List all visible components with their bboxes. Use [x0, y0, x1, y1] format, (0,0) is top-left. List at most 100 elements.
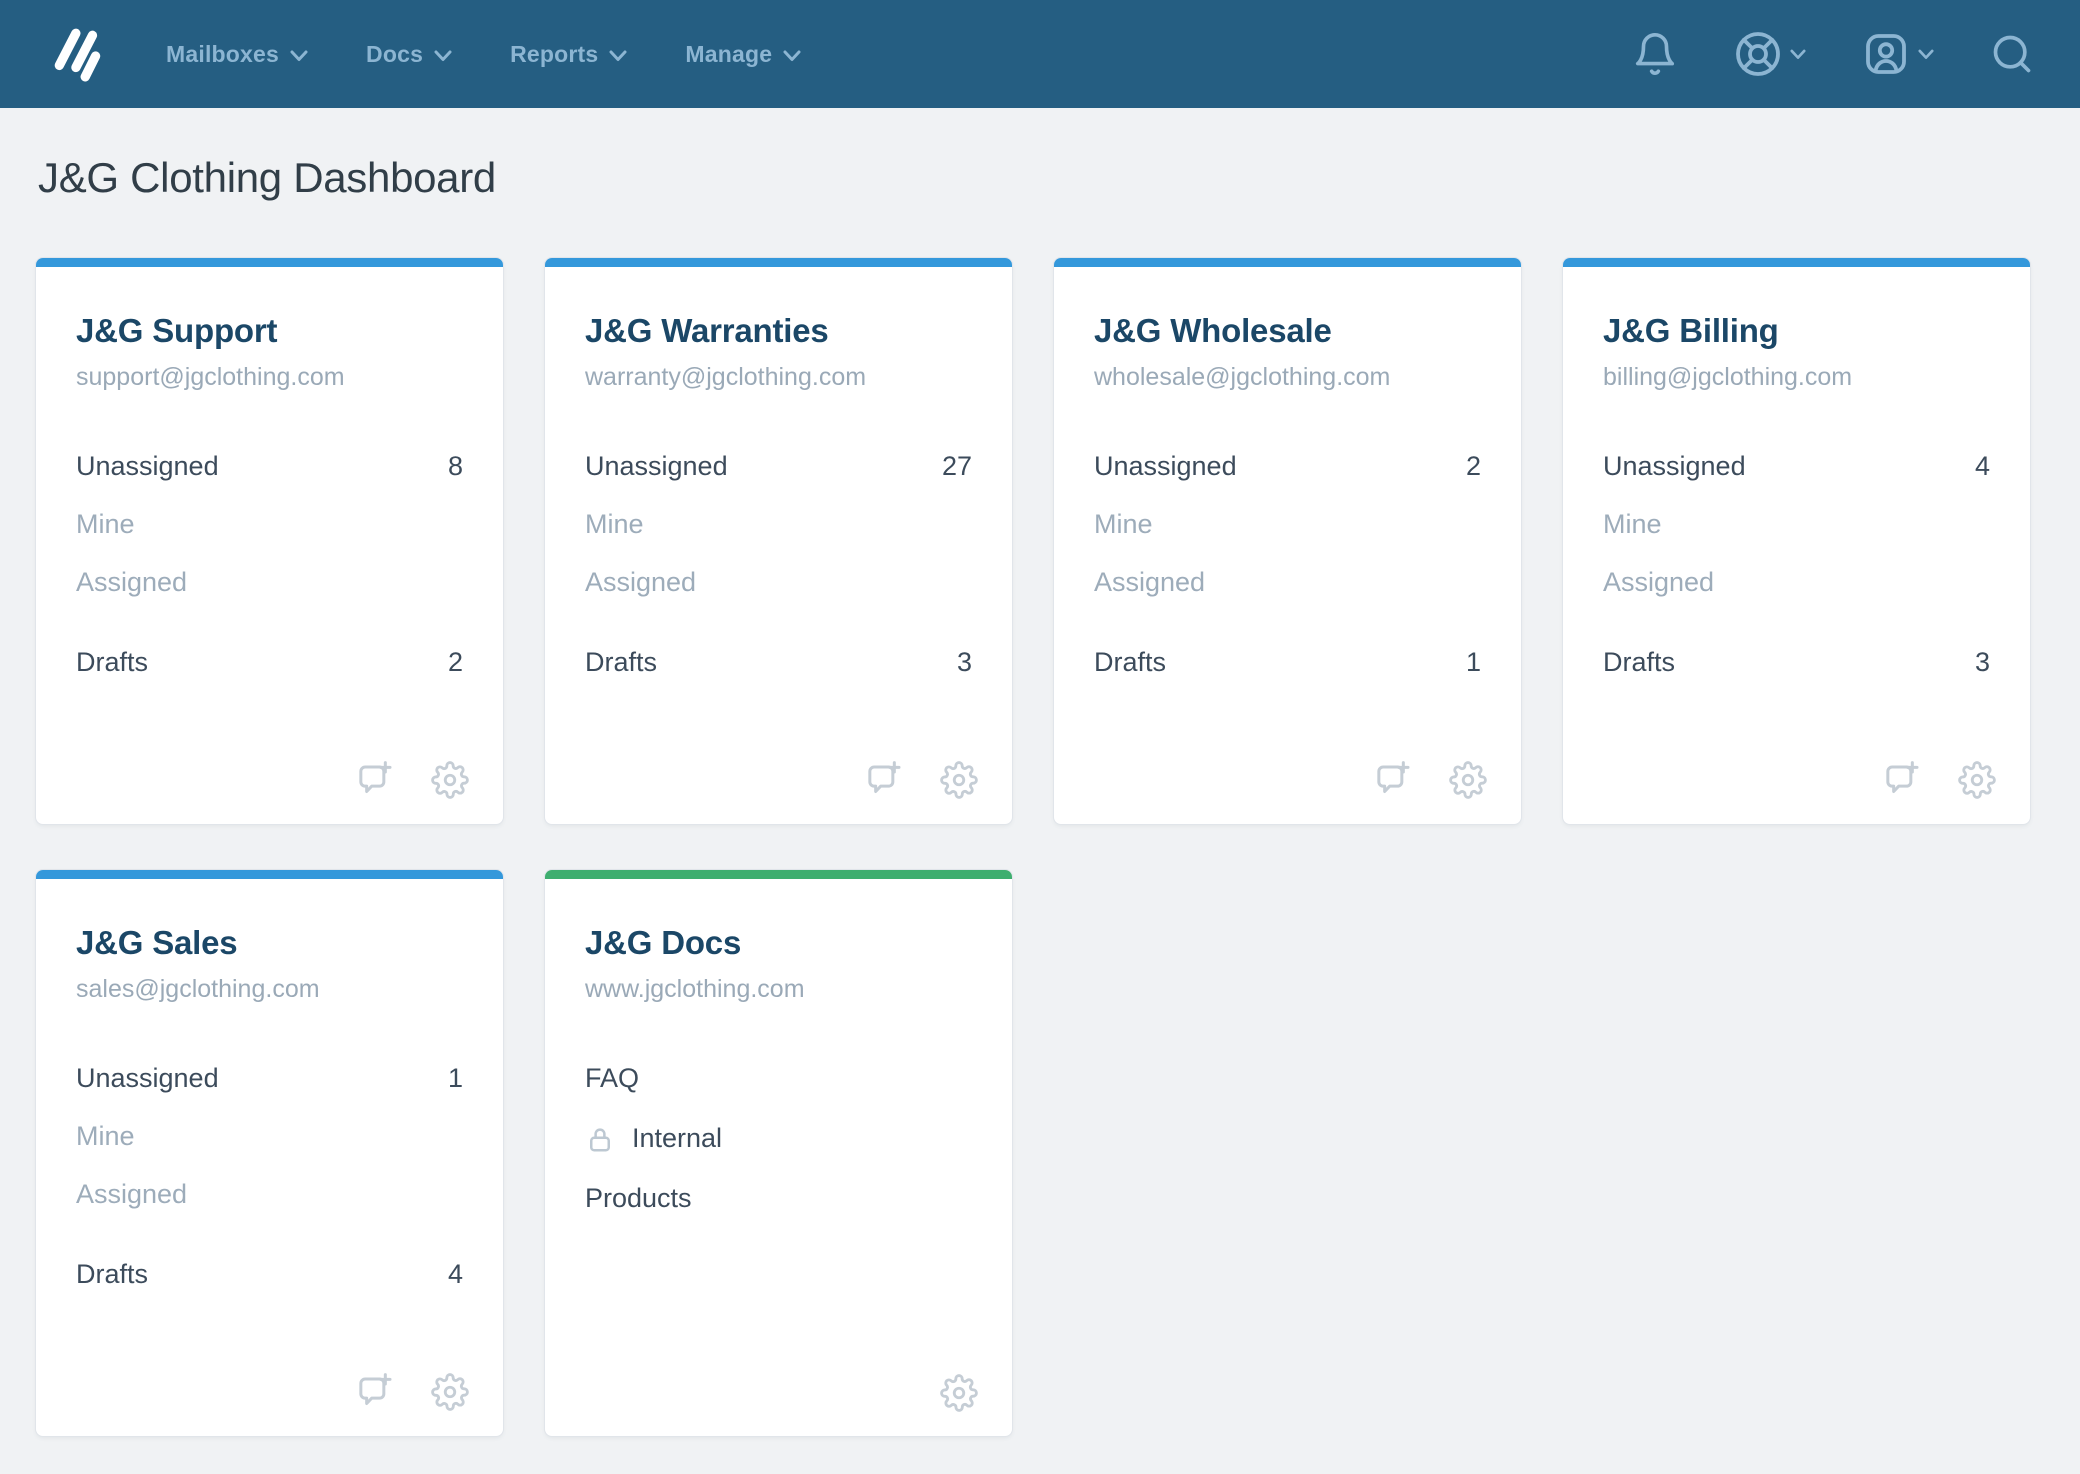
folder-row-assigned[interactable]: Assigned — [585, 566, 972, 598]
settings-button[interactable] — [1958, 761, 1996, 799]
folder-row-mine[interactable]: Mine — [1603, 508, 1990, 540]
nav-item-manage[interactable]: Manage — [685, 41, 801, 68]
folder-row-unassigned[interactable]: Unassigned 4 — [1603, 450, 1990, 482]
settings-button[interactable] — [940, 1374, 978, 1412]
help-lifebuoy-icon — [1736, 32, 1780, 76]
folder-row-assigned[interactable]: Assigned — [1603, 566, 1990, 598]
folder-row-drafts[interactable]: Drafts 3 — [1603, 646, 1990, 678]
card-footer — [862, 760, 978, 800]
chevron-down-icon — [434, 50, 452, 61]
card-footer — [940, 1374, 978, 1412]
dashboard-main: J&G Clothing Dashboard J&G Support suppo… — [0, 154, 2080, 1436]
card-title[interactable]: J&G Support — [76, 312, 278, 349]
folder-label: Assigned — [1094, 567, 1206, 597]
folder-label: Assigned — [1603, 567, 1715, 597]
primary-nav: Mailboxes Docs Reports Manage — [166, 41, 801, 68]
gear-icon — [1958, 761, 1996, 799]
card-footer — [353, 760, 469, 800]
card-footer — [1880, 760, 1996, 800]
account-menu-button[interactable] — [1862, 30, 1934, 78]
chevron-down-icon — [1790, 49, 1806, 59]
folder-row-mine[interactable]: Mine — [1094, 508, 1481, 540]
folder-row-drafts[interactable]: Drafts 4 — [76, 1258, 463, 1290]
help-menu-button[interactable] — [1734, 30, 1806, 78]
folder-count: 8 — [447, 451, 463, 481]
card-title[interactable]: J&G Sales — [76, 924, 238, 961]
folder-count: 1 — [1465, 647, 1481, 677]
search-button[interactable] — [1990, 32, 2034, 76]
card-title[interactable]: J&G Warranties — [585, 312, 829, 349]
top-navbar: Mailboxes Docs Reports Manage — [0, 0, 2080, 108]
folder-label: Drafts — [1094, 647, 1167, 677]
folder-row-assigned[interactable]: Assigned — [76, 1178, 463, 1210]
settings-button[interactable] — [431, 761, 469, 799]
folder-row-mine[interactable]: Mine — [76, 1120, 463, 1152]
settings-button[interactable] — [1449, 761, 1487, 799]
new-conversation-icon — [1886, 761, 1919, 793]
chevron-down-icon — [1918, 49, 1934, 59]
new-conversation-button[interactable] — [1371, 760, 1411, 800]
card-body: Unassigned 1 Mine Assigned Drafts 4 — [76, 1062, 463, 1290]
folder-count: 3 — [1974, 647, 1990, 677]
card-title[interactable]: J&G Wholesale — [1094, 312, 1332, 349]
settings-button[interactable] — [431, 1373, 469, 1411]
card-title[interactable]: J&G Billing — [1603, 312, 1779, 349]
card-body: Unassigned 8 Mine Assigned Drafts 2 — [76, 450, 463, 678]
folder-row-drafts[interactable]: Drafts 2 — [76, 646, 463, 678]
card-subtitle: billing@jgclothing.com — [1603, 363, 1853, 391]
folder-count: 3 — [956, 647, 972, 677]
folder-row-mine[interactable]: Mine — [76, 508, 463, 540]
folder-row-unassigned[interactable]: Unassigned 1 — [76, 1062, 463, 1094]
folder-label: Unassigned — [585, 451, 728, 481]
folder-label: Drafts — [1603, 647, 1676, 677]
nav-item-mailboxes[interactable]: Mailboxes — [166, 41, 308, 68]
folder-row-assigned[interactable]: Assigned — [1094, 566, 1481, 598]
settings-button[interactable] — [940, 761, 978, 799]
new-conversation-button[interactable] — [862, 760, 902, 800]
nav-item-reports[interactable]: Reports — [510, 41, 627, 68]
folder-label: Mine — [1603, 509, 1662, 539]
card-footer — [1371, 760, 1487, 800]
folder-label: Unassigned — [76, 451, 219, 481]
collection-row-internal[interactable]: Internal — [585, 1122, 972, 1155]
collection-row-faq[interactable]: FAQ — [585, 1062, 972, 1095]
helpscout-logo[interactable] — [52, 25, 106, 83]
folder-row-mine[interactable]: Mine — [585, 508, 972, 540]
folder-row-assigned[interactable]: Assigned — [76, 566, 463, 598]
nav-item-docs[interactable]: Docs — [366, 41, 452, 68]
folder-row-unassigned[interactable]: Unassigned 8 — [76, 450, 463, 482]
gear-icon — [431, 761, 469, 799]
docs-card: J&G Docs www.jgclothing.com FAQ Internal… — [545, 870, 1012, 1436]
card-body: Unassigned 4 Mine Assigned Drafts 3 — [1603, 450, 1990, 678]
folder-row-unassigned[interactable]: Unassigned 27 — [585, 450, 972, 482]
card-subtitle: warranty@jgclothing.com — [585, 363, 867, 391]
navbar-right-actions — [1632, 30, 2034, 78]
mailbox-card: J&G Billing billing@jgclothing.com Unass… — [1563, 258, 2030, 824]
folder-label: Drafts — [76, 1259, 149, 1289]
gear-icon — [431, 1373, 469, 1411]
chevron-down-icon — [783, 50, 801, 61]
new-conversation-button[interactable] — [353, 1372, 393, 1412]
folder-count: 1 — [447, 1063, 463, 1093]
folder-label: Unassigned — [1094, 451, 1237, 481]
new-conversation-icon — [1377, 761, 1410, 793]
collection-row-products[interactable]: Products — [585, 1182, 972, 1215]
folder-row-unassigned[interactable]: Unassigned 2 — [1094, 450, 1481, 482]
card-subtitle: sales@jgclothing.com — [76, 975, 320, 1003]
new-conversation-button[interactable] — [1880, 760, 1920, 800]
folder-row-drafts[interactable]: Drafts 1 — [1094, 646, 1481, 678]
gear-icon — [1449, 761, 1487, 799]
chevron-down-icon — [290, 50, 308, 61]
notifications-button[interactable] — [1632, 31, 1678, 77]
card-title[interactable]: J&G Docs — [585, 924, 742, 961]
mailbox-card: J&G Support support@jgclothing.com Unass… — [36, 258, 503, 824]
new-conversation-icon — [359, 1373, 392, 1405]
new-conversation-button[interactable] — [353, 760, 393, 800]
folder-row-drafts[interactable]: Drafts 3 — [585, 646, 972, 678]
nav-item-label: Docs — [366, 40, 424, 67]
folder-label: Mine — [1094, 509, 1153, 539]
helpscout-logo-icon — [54, 28, 101, 82]
mailbox-card: J&G Warranties warranty@jgclothing.com U… — [545, 258, 1012, 824]
folder-count: 4 — [447, 1259, 463, 1289]
folder-label: Drafts — [76, 647, 149, 677]
